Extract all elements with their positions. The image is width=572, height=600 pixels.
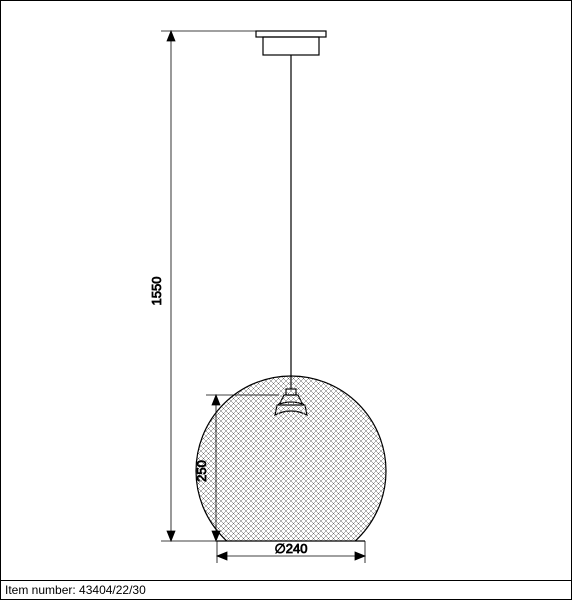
item-number-value: 43404/22/30 — [79, 583, 146, 597]
dim-shade-diameter-value: ∅240 — [274, 541, 307, 556]
item-number-row: Item number: 43404/22/30 — [1, 580, 571, 599]
dim-shade-height-value: 250 — [194, 460, 209, 482]
lamp-technical-drawing: 1550 250 ∅240 — [1, 1, 571, 579]
dim-overall-height-value: 1550 — [149, 277, 164, 306]
ceiling-plate — [256, 31, 326, 37]
lamp-shade — [196, 376, 386, 566]
canopy — [263, 37, 319, 55]
item-number-label: Item number: — [5, 583, 76, 597]
lamp-body — [196, 31, 386, 566]
dim-shade-diameter: ∅240 — [217, 541, 365, 563]
